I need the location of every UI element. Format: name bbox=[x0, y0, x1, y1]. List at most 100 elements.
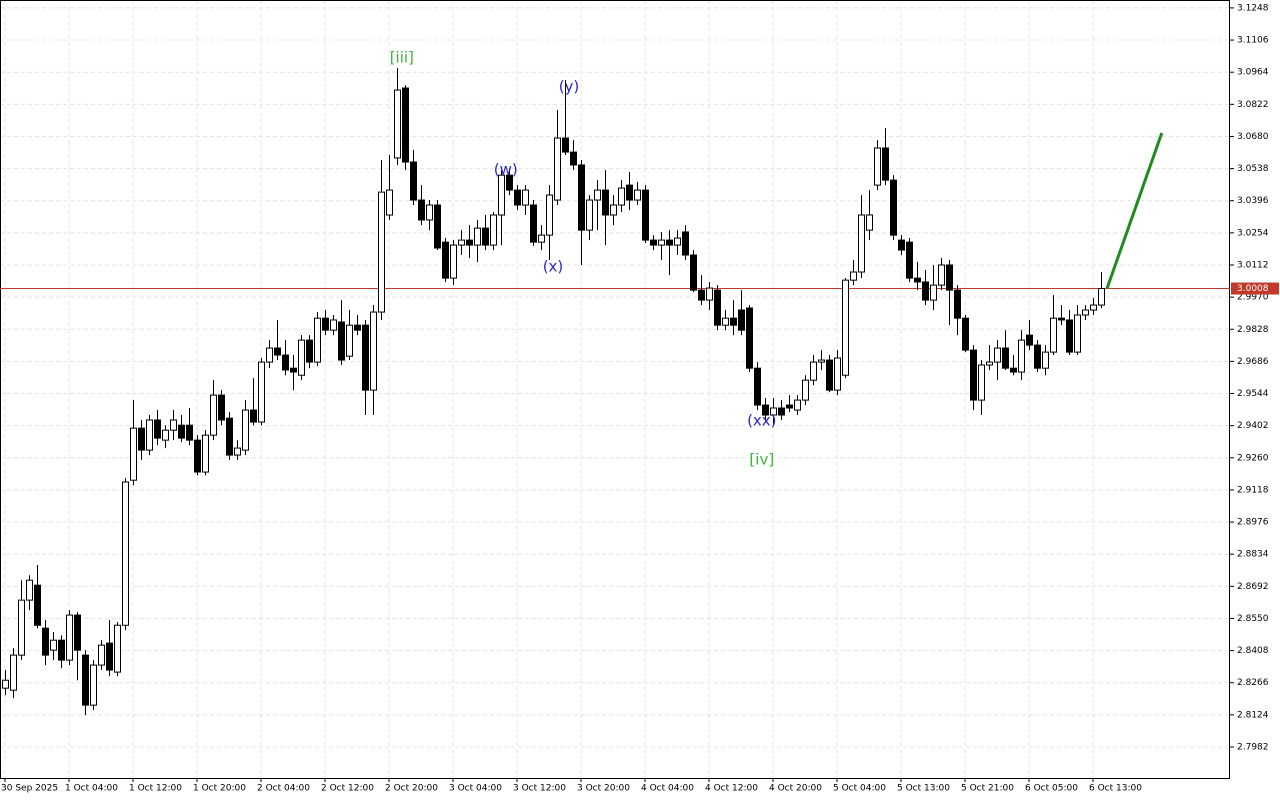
candle-body bbox=[650, 239, 657, 246]
candle-body bbox=[34, 584, 41, 626]
candle-body bbox=[162, 429, 169, 441]
candle-body bbox=[874, 147, 881, 186]
x-tick-label: 5 Oct 04:00 bbox=[833, 784, 886, 794]
candle-body bbox=[994, 347, 1001, 363]
candle-body bbox=[1010, 367, 1017, 373]
candle-body bbox=[818, 359, 825, 363]
wave-label: (x) bbox=[543, 258, 564, 276]
candle-body bbox=[578, 164, 585, 231]
candle-body bbox=[794, 399, 801, 411]
candle-body bbox=[58, 639, 65, 661]
candle-body bbox=[322, 317, 329, 331]
candle-body bbox=[618, 187, 625, 206]
candle-body bbox=[442, 241, 449, 279]
candle-body bbox=[378, 191, 385, 313]
candle-body bbox=[626, 184, 633, 201]
candle-body bbox=[386, 189, 393, 216]
candle-body bbox=[762, 404, 769, 416]
candle-body bbox=[458, 239, 465, 246]
candle-body bbox=[370, 311, 377, 391]
candle-body bbox=[978, 364, 985, 401]
candle-body bbox=[90, 664, 97, 706]
candle-body bbox=[906, 241, 913, 279]
candle-body bbox=[1002, 347, 1009, 369]
candle-body bbox=[178, 424, 185, 439]
x-tick-label: 3 Oct 20:00 bbox=[577, 784, 630, 794]
y-tick-label: 2.9544 bbox=[1237, 389, 1269, 399]
candle-body bbox=[274, 347, 281, 356]
candle-body bbox=[930, 284, 937, 301]
current-price-box bbox=[1231, 282, 1279, 295]
candle-body bbox=[594, 189, 601, 201]
x-tick-label: 1 Oct 12:00 bbox=[129, 784, 182, 794]
candle-body bbox=[194, 439, 201, 473]
candle-body bbox=[138, 427, 145, 451]
candle-body bbox=[546, 194, 553, 236]
wave-label: [iv] bbox=[749, 451, 774, 469]
candle-body bbox=[418, 199, 425, 221]
candle-body bbox=[1018, 339, 1025, 373]
candle-body bbox=[882, 147, 889, 181]
x-tick-label: 30 Sep 2025 bbox=[1, 784, 58, 794]
candle-body bbox=[914, 277, 921, 283]
y-tick-label: 2.7982 bbox=[1237, 742, 1269, 752]
candle-body bbox=[946, 264, 953, 291]
candle-body bbox=[450, 244, 457, 279]
y-tick-label: 2.9828 bbox=[1237, 325, 1269, 335]
y-tick-label: 3.0538 bbox=[1237, 164, 1269, 174]
y-tick-label: 2.8124 bbox=[1237, 710, 1269, 720]
candle-body bbox=[258, 361, 265, 423]
candle-body bbox=[698, 289, 705, 301]
candle-body bbox=[50, 639, 57, 651]
candle-body bbox=[202, 434, 209, 473]
y-tick-label: 3.0396 bbox=[1237, 196, 1269, 206]
x-tick-label: 2 Oct 12:00 bbox=[321, 784, 374, 794]
candle-body bbox=[730, 317, 737, 326]
candle-body bbox=[482, 227, 489, 246]
candle-body bbox=[842, 279, 849, 376]
wave-label: [iii] bbox=[390, 48, 414, 66]
candle-body bbox=[778, 407, 785, 416]
candle-body bbox=[106, 642, 113, 671]
candle-body bbox=[682, 231, 689, 256]
candle-body bbox=[18, 599, 25, 656]
candle-body bbox=[586, 199, 593, 231]
plot-frame bbox=[0, 0, 1230, 779]
candle-body bbox=[362, 324, 369, 391]
y-tick-label: 2.9260 bbox=[1237, 453, 1269, 463]
candle-body bbox=[1074, 314, 1081, 353]
current-price-label: 3.0008 bbox=[1237, 284, 1269, 294]
candle-body bbox=[1050, 317, 1057, 353]
candle-body bbox=[218, 394, 225, 421]
wave-label: (w) bbox=[494, 160, 518, 178]
candle-body bbox=[962, 317, 969, 351]
candle-body bbox=[954, 289, 961, 319]
y-tick-label: 3.0254 bbox=[1237, 228, 1269, 238]
candle-body bbox=[186, 424, 193, 441]
candle-body bbox=[74, 614, 81, 651]
candle-body bbox=[1034, 344, 1041, 369]
forecast-line bbox=[1105, 132, 1164, 290]
candle-body bbox=[402, 87, 409, 163]
candle-body bbox=[714, 289, 721, 326]
x-tick-label: 2 Oct 20:00 bbox=[385, 784, 438, 794]
candle-body bbox=[306, 339, 313, 363]
candle-body bbox=[746, 307, 753, 369]
candle-body bbox=[522, 189, 529, 206]
y-tick-label: 3.0112 bbox=[1237, 260, 1269, 270]
candle-body bbox=[1066, 319, 1073, 353]
y-tick-label: 2.8834 bbox=[1237, 550, 1269, 560]
candle-body bbox=[722, 317, 729, 326]
y-tick-label: 2.8976 bbox=[1237, 518, 1269, 528]
y-tick-label: 3.0822 bbox=[1237, 100, 1269, 110]
candle-body bbox=[858, 214, 865, 273]
candle-body bbox=[1098, 288, 1105, 306]
candle-body bbox=[562, 137, 569, 153]
candle-body bbox=[1026, 334, 1033, 346]
candle-body bbox=[410, 161, 417, 201]
candle-body bbox=[810, 361, 817, 381]
y-tick-label: 2.9970 bbox=[1237, 293, 1269, 303]
y-tick-label: 3.1248 bbox=[1237, 3, 1269, 13]
candle-body bbox=[154, 419, 161, 439]
y-tick-label: 2.8266 bbox=[1237, 678, 1269, 688]
